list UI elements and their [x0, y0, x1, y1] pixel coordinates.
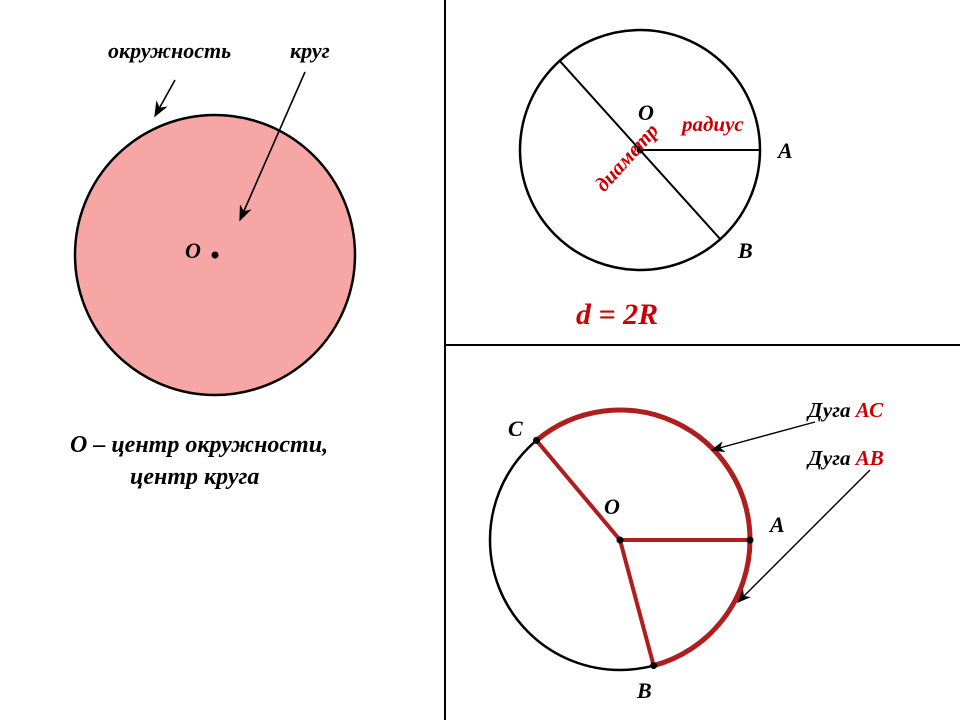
caption-line2: центр круга [130, 464, 259, 491]
arc-AB [654, 540, 750, 666]
arc-name-AB: АВ [856, 446, 884, 470]
label-A-br: А [770, 512, 785, 538]
arc-prefix-2: Дуга [808, 446, 856, 470]
endpoint-B [650, 662, 657, 669]
endpoint-C [533, 437, 540, 444]
arrow-arc-AC [712, 422, 815, 450]
arrow-to-circumference [155, 80, 175, 116]
center-dot-br [617, 537, 624, 544]
arrow-arc-AB [738, 470, 870, 602]
label-circumference: окружность [108, 38, 231, 64]
label-A-topright: А [778, 138, 793, 164]
arc-label-AB: Дуга АВ [808, 446, 884, 471]
caption-line1: О – центр окружности, [70, 432, 328, 459]
diagram-svg [0, 0, 960, 720]
center-dot-left [212, 252, 219, 259]
arc-label-AC: Дуга АС [808, 398, 883, 423]
arc-prefix-1: Дуга [808, 398, 856, 422]
label-C-br: С [508, 416, 523, 442]
arc-AC [536, 410, 750, 540]
formula: d = 2R [576, 298, 658, 332]
label-disk: круг [290, 38, 330, 64]
radius-C [536, 440, 620, 540]
label-O-left: О [185, 238, 201, 264]
arc-name-AC: АС [856, 398, 884, 422]
label-B-br: В [637, 678, 652, 704]
label-B-topright: В [738, 238, 753, 264]
radius-B [620, 540, 654, 666]
endpoint-A [747, 537, 754, 544]
label-O-br: О [604, 494, 620, 520]
label-radius: радиус [682, 112, 744, 137]
